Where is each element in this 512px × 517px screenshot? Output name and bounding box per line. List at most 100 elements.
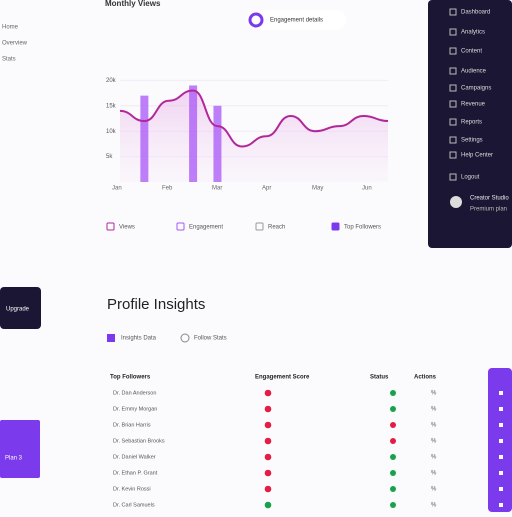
- row-action[interactable]: %: [431, 503, 437, 509]
- y-tick-label: 15k: [106, 103, 117, 109]
- menu-icon: [449, 84, 457, 92]
- x-tick-label: Feb: [162, 186, 173, 192]
- score-dot: [264, 405, 272, 413]
- menu-item[interactable]: Analytics: [461, 30, 485, 36]
- row-action[interactable]: %: [431, 407, 437, 413]
- menu-item[interactable]: Content: [461, 49, 482, 55]
- line-area: [120, 90, 388, 182]
- score-dot: [264, 469, 272, 477]
- upgrade-text: Upgrade: [6, 307, 30, 313]
- pill-text[interactable]: Engagement details: [270, 18, 323, 24]
- legend-label[interactable]: Views: [119, 225, 135, 231]
- score-dot: [264, 485, 272, 493]
- strip-icon: [499, 487, 503, 491]
- tab-icon: [107, 334, 115, 342]
- row-action[interactable]: %: [431, 487, 437, 493]
- table-header: Engagement Score: [255, 375, 310, 381]
- strip-icon: [499, 407, 503, 411]
- legend-icon: [331, 222, 340, 231]
- table-header: Top Followers: [110, 375, 151, 381]
- tab[interactable]: Insights Data: [121, 336, 157, 342]
- section-title: Profile Insights: [107, 296, 205, 313]
- chart-title: Monthly Views: [105, 0, 161, 8]
- menu-icon: [449, 47, 457, 55]
- strip-icon: [499, 439, 503, 443]
- strip-icon: [499, 503, 503, 507]
- score-dot: [264, 453, 272, 461]
- menu-item[interactable]: Audience: [461, 69, 487, 75]
- menu-item[interactable]: Settings: [461, 138, 483, 144]
- row-action[interactable]: %: [431, 439, 437, 445]
- row-action[interactable]: %: [431, 391, 437, 397]
- menu-item[interactable]: Revenue: [461, 102, 486, 108]
- menu-icon: [449, 100, 457, 108]
- row-name: Dr. Sebastian Brooks: [113, 438, 165, 444]
- y-tick-label: 10k: [106, 129, 117, 135]
- status-dot: [390, 502, 396, 508]
- legend-label[interactable]: Top Followers: [344, 225, 381, 231]
- plan-card[interactable]: [0, 420, 40, 478]
- pill-icon: [248, 12, 264, 28]
- row-action[interactable]: %: [431, 455, 437, 461]
- x-tick-label: Mar: [212, 186, 222, 192]
- nav-item[interactable]: Home: [2, 25, 19, 31]
- table-header: Status: [370, 375, 389, 381]
- strip-icon: [499, 391, 503, 395]
- menu-icon: [449, 151, 457, 159]
- status-dot: [390, 438, 396, 444]
- row-name: Dr. Brian Harris: [113, 422, 151, 428]
- row-name: Dr. Carl Samuels: [113, 502, 155, 508]
- status-dot: [390, 470, 396, 476]
- menu-item[interactable]: Reports: [461, 120, 482, 126]
- status-dot: [390, 390, 396, 396]
- nav-item[interactable]: Overview: [2, 41, 28, 47]
- menu-item[interactable]: Dashboard: [461, 10, 490, 16]
- bar: [213, 105, 222, 182]
- x-tick-label: May: [312, 186, 323, 192]
- menu-icon: [449, 118, 457, 126]
- row-action[interactable]: %: [431, 471, 437, 477]
- legend-icon: [106, 222, 115, 231]
- status-dot: [390, 486, 396, 492]
- x-tick-label: Jan: [112, 186, 122, 192]
- table-header: Actions: [414, 375, 437, 381]
- nav-item[interactable]: Stats: [2, 57, 16, 63]
- tab[interactable]: Follow Stats: [194, 336, 227, 342]
- legend-label[interactable]: Engagement: [189, 225, 223, 231]
- row-name: Dr. Kevin Rossi: [113, 486, 151, 492]
- row-name: Dr. Daniel Walker: [113, 454, 156, 460]
- menu-icon: [449, 67, 457, 75]
- plan-text: Plan 3: [5, 456, 23, 462]
- status-dot: [390, 422, 396, 428]
- legend-icon: [255, 222, 264, 231]
- legend-icon: [176, 222, 185, 231]
- menu-icon: [449, 8, 457, 16]
- row-name: Dr. Ethan P. Grant: [113, 470, 158, 476]
- menu-item[interactable]: Help Center: [461, 153, 493, 159]
- y-tick-label: 20k: [106, 78, 117, 84]
- profile-name: Creator Studio: [470, 196, 509, 202]
- score-dot: [264, 421, 272, 429]
- score-dot: [264, 501, 272, 509]
- avatar: [450, 196, 462, 208]
- menu-icon: [449, 173, 457, 181]
- strip-icon: [499, 471, 503, 475]
- profile-plan: Premium plan: [470, 207, 507, 213]
- x-tick-label: Apr: [262, 186, 271, 192]
- menu-icon: [449, 136, 457, 144]
- legend-label[interactable]: Reach: [268, 225, 285, 231]
- bar: [189, 85, 198, 182]
- status-dot: [390, 454, 396, 460]
- menu-item[interactable]: Campaigns: [461, 86, 491, 92]
- score-dot: [264, 437, 272, 445]
- action-pill[interactable]: [246, 10, 346, 30]
- row-action[interactable]: %: [431, 423, 437, 429]
- upgrade-card[interactable]: [0, 287, 41, 329]
- strip-icon: [499, 455, 503, 459]
- strip-icon: [499, 423, 503, 427]
- status-dot: [390, 406, 396, 412]
- row-name: Dr. Dan Anderson: [113, 390, 156, 396]
- menu-icon: [449, 28, 457, 36]
- menu-item[interactable]: Logout: [461, 175, 480, 181]
